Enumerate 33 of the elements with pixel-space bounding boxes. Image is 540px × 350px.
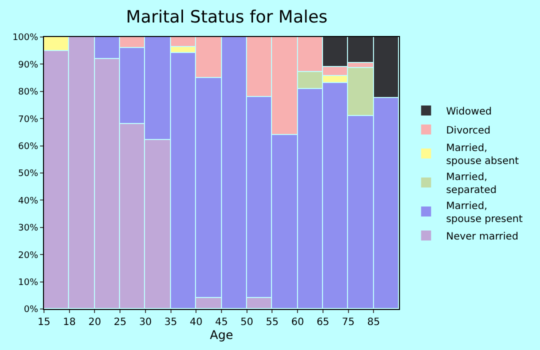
x-tick-label: 60 — [291, 317, 304, 328]
legend-label: Never married — [446, 231, 518, 242]
y-tick-label: 20% — [18, 250, 39, 261]
legend-label: Married, separated — [446, 172, 497, 196]
y-tick-label: 70% — [18, 114, 39, 125]
x-tick-label: 15 — [38, 317, 50, 328]
x-tick-label: 35 — [164, 317, 178, 328]
legend-label: Widowed — [446, 106, 492, 118]
y-tick-label: 30% — [18, 224, 39, 234]
legend-label: Divorced — [446, 125, 491, 136]
y-tick-label: 80% — [18, 88, 39, 98]
x-tick-label: 55 — [266, 317, 279, 328]
y-tick-label: 0% — [24, 305, 39, 316]
x-tick-label: 50 — [240, 317, 254, 328]
x-tick-label: 45 — [215, 317, 228, 328]
y-tick-label: 100% — [12, 33, 39, 44]
y-tick-label: 60% — [18, 142, 39, 152]
x-tick-label: 40 — [190, 317, 203, 328]
y-tick-label: 10% — [18, 278, 39, 288]
x-tick-label: 18 — [62, 317, 76, 328]
x-tick-label: 30 — [139, 317, 152, 328]
y-tick-label: 50% — [18, 169, 39, 180]
x-tick-label: 85 — [367, 317, 380, 328]
x-tick-label: 20 — [88, 317, 102, 328]
legend-label: Married, spouse present — [446, 200, 523, 225]
y-tick-label: 90% — [18, 60, 39, 70]
x-tick-label: 25 — [114, 317, 126, 328]
chart-title: Marital Status for Males — [126, 7, 328, 28]
legend-label: Married, spouse absent — [446, 142, 519, 167]
x-tick-label: 65 — [316, 317, 330, 328]
x-axis-title: Age — [210, 328, 234, 342]
x-tick-label: 75 — [342, 317, 355, 328]
y-tick-label: 40% — [18, 196, 39, 206]
